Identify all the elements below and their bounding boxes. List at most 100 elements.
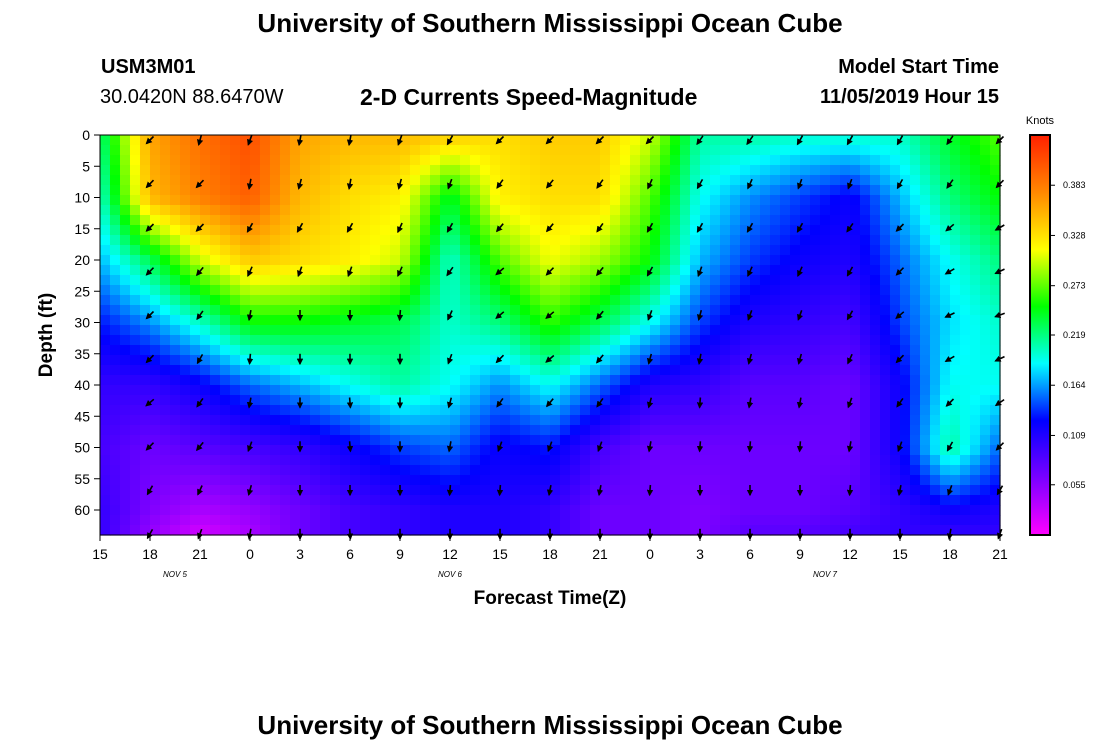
- heatmap-cell: [930, 415, 941, 426]
- heatmap-cell: [350, 475, 361, 486]
- heatmap-cell: [700, 415, 711, 426]
- heatmap-cell: [330, 445, 341, 456]
- heatmap-cell: [450, 385, 461, 396]
- heatmap-cell: [380, 385, 391, 396]
- heatmap-cell: [760, 525, 771, 536]
- heatmap-cell: [650, 325, 661, 336]
- heatmap-cell: [790, 375, 801, 386]
- heatmap-cell: [940, 385, 951, 396]
- heatmap-cell: [450, 445, 461, 456]
- heatmap-cell: [690, 135, 701, 146]
- heatmap-cell: [160, 415, 171, 426]
- heatmap-cell: [450, 355, 461, 366]
- heatmap-cell: [350, 365, 361, 376]
- current-vector-arrow: [595, 310, 604, 320]
- current-vector-arrow: [946, 528, 954, 540]
- heatmap-cell: [210, 365, 221, 376]
- heatmap-cell: [680, 455, 691, 466]
- heatmap-cell: [220, 385, 231, 396]
- heatmap-cell: [810, 385, 821, 396]
- heatmap-cell: [930, 185, 941, 196]
- heatmap-cell: [540, 165, 551, 176]
- heatmap-cell: [340, 365, 351, 376]
- heatmap-cell: [820, 375, 831, 386]
- heatmap-cell: [650, 145, 661, 156]
- heatmap-cell: [810, 495, 821, 506]
- heatmap-cell: [680, 155, 691, 166]
- heatmap-cell: [420, 255, 431, 266]
- heatmap-cell: [900, 465, 911, 476]
- heatmap-cell: [720, 455, 731, 466]
- heatmap-cell: [410, 155, 421, 166]
- heatmap-cell: [970, 365, 981, 376]
- colorbar-gradient: [1029, 134, 1051, 536]
- heatmap-cell: [240, 275, 251, 286]
- heatmap-cell: [660, 225, 671, 236]
- heatmap-cell: [980, 475, 991, 486]
- heatmap-cell: [570, 305, 581, 316]
- heatmap-cell: [830, 265, 841, 276]
- heatmap-cell: [870, 135, 881, 146]
- heatmap-cell: [640, 205, 651, 216]
- heatmap-cell: [660, 165, 671, 176]
- current-vector-arrow: [646, 441, 654, 453]
- heatmap-cell: [700, 425, 711, 436]
- heatmap-cell: [150, 435, 161, 446]
- heatmap-cell: [690, 405, 701, 416]
- heatmap-cell: [660, 175, 671, 186]
- heatmap-cell: [640, 415, 651, 426]
- heatmap-cell: [860, 405, 871, 416]
- heatmap-cell: [270, 485, 281, 496]
- heatmap-cell: [730, 465, 741, 476]
- heatmap-cell: [690, 185, 701, 196]
- heatmap-cell: [570, 485, 581, 496]
- y-tick-label: 20: [74, 252, 90, 268]
- heatmap-cell: [500, 375, 511, 386]
- heatmap-cell: [370, 495, 381, 506]
- heatmap-cell: [710, 205, 721, 216]
- heatmap-cell: [160, 465, 171, 476]
- heatmap-cell: [330, 335, 341, 346]
- heatmap-cell: [860, 515, 871, 526]
- heatmap-cell: [740, 195, 751, 206]
- heatmap-cell: [230, 485, 241, 496]
- heatmap-cell: [750, 155, 761, 166]
- heatmap-cell: [780, 365, 791, 376]
- heatmap-cell: [810, 435, 821, 446]
- heatmap-cell: [380, 275, 391, 286]
- heatmap-cell: [870, 525, 881, 536]
- heatmap-cell: [740, 345, 751, 356]
- heatmap-cell: [560, 445, 571, 456]
- heatmap-cell: [510, 225, 521, 236]
- heatmap-cell: [200, 235, 211, 246]
- heatmap-cell: [260, 165, 271, 176]
- heatmap-cell: [810, 245, 821, 256]
- heatmap-cell: [950, 475, 961, 486]
- heatmap-cell: [720, 485, 731, 496]
- heatmap-cell: [520, 365, 531, 376]
- heatmap-cell: [210, 305, 221, 316]
- heatmap-cell: [620, 325, 631, 336]
- heatmap-cell: [390, 505, 401, 516]
- heatmap-cell: [830, 365, 841, 376]
- heatmap-cell: [610, 445, 621, 456]
- heatmap-cell: [240, 325, 251, 336]
- heatmap-cell: [630, 425, 641, 436]
- heatmap-cell: [210, 455, 221, 466]
- heatmap-cell: [250, 155, 261, 166]
- heatmap-cell: [540, 325, 551, 336]
- heatmap-cell: [430, 405, 441, 416]
- heatmap-cell: [890, 455, 901, 466]
- heatmap-cell: [970, 505, 981, 516]
- heatmap-cell: [190, 505, 201, 516]
- heatmap-cell: [580, 525, 591, 536]
- heatmap-cell: [560, 425, 571, 436]
- heatmap-cell: [800, 375, 811, 386]
- heatmap-cell: [930, 335, 941, 346]
- heatmap-cell: [540, 215, 551, 226]
- heatmap-cell: [730, 345, 741, 356]
- heatmap-cell: [810, 425, 821, 436]
- heatmap-cell: [750, 175, 761, 186]
- heatmap-cell: [250, 145, 261, 156]
- heatmap-cell: [810, 465, 821, 476]
